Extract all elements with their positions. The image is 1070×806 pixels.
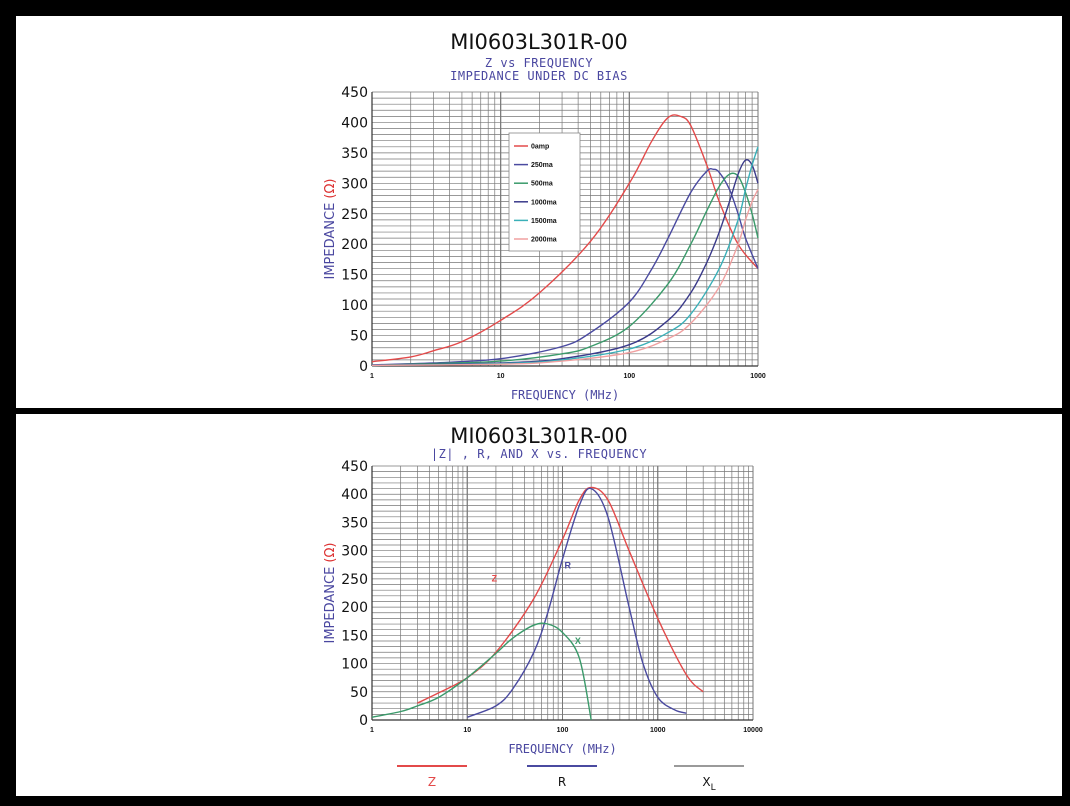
chart-panel-dc-bias: MI0603L301R-00 Z vs FREQUENCY IMPEDANCE … bbox=[14, 14, 1064, 410]
series-line-1000ma bbox=[371, 159, 759, 367]
y-tick-label: 50 bbox=[350, 685, 368, 701]
y-tick-label: 400 bbox=[341, 115, 368, 131]
impedance-dc-bias-chart: 0 50 100 150 200 250 300 350 400 450 1 10 100 1000 FRE… bbox=[323, 85, 766, 402]
y-tick-label: 450 bbox=[341, 459, 368, 475]
y-tick-label: 350 bbox=[341, 146, 368, 162]
x-tick-label: 1000 bbox=[650, 727, 666, 734]
bottom-legend: Z R XL bbox=[397, 765, 744, 793]
y-tick-label: 0 bbox=[359, 713, 368, 729]
chart-title: MI0603L301R-00 bbox=[450, 30, 628, 54]
legend-label-250ma: 250ma bbox=[531, 162, 553, 169]
y-tick-label: 150 bbox=[341, 268, 368, 284]
bottom-legend-label-x: XL bbox=[702, 775, 715, 793]
x-axis-label: FREQUENCY (MHz) bbox=[508, 742, 616, 756]
chart-subtitle: Z vs FREQUENCY bbox=[484, 56, 594, 70]
bottom-legend-label-z: Z bbox=[428, 775, 436, 789]
y-tick-label: 50 bbox=[350, 329, 368, 345]
annotation-z: Z bbox=[492, 574, 498, 584]
x-tick-label: 100 bbox=[623, 373, 635, 380]
x-tick-label: 100 bbox=[557, 727, 569, 734]
y-tick-label: 100 bbox=[341, 657, 368, 673]
chart-title: MI0603L301R-00 bbox=[450, 424, 628, 448]
x-tick-label: 1 bbox=[370, 727, 374, 734]
series-line-r bbox=[467, 487, 687, 718]
series-line-x bbox=[371, 622, 592, 721]
annotation-r: R bbox=[565, 561, 572, 571]
y-axis-label: IMPEDANCE (Ω) bbox=[323, 178, 338, 279]
series-line-0amp bbox=[371, 114, 759, 363]
y-tick-label: 100 bbox=[341, 298, 368, 314]
x-tick-label: 1 bbox=[370, 373, 374, 380]
series-line-250ma bbox=[371, 168, 759, 366]
y-tick-label: 200 bbox=[341, 600, 368, 616]
x-tick-label: 10000 bbox=[743, 727, 763, 734]
y-tick-label: 350 bbox=[341, 515, 368, 531]
chart-subtitle-2: IMPEDANCE UNDER DC BIAS bbox=[450, 69, 628, 83]
impedance-zrx-chart: 0 50 100 150 200 250 300 350 400 450 1 10 100 1000 100… bbox=[323, 459, 763, 793]
x-tick-label: 10 bbox=[497, 373, 505, 380]
legend-label-2000ma: 2000ma bbox=[531, 237, 557, 244]
y-tick-label: 200 bbox=[341, 237, 368, 253]
x-tick-label: 1000 bbox=[750, 373, 766, 380]
y-tick-label: 250 bbox=[341, 572, 368, 588]
y-tick-label: 300 bbox=[341, 544, 368, 560]
y-tick-label: 250 bbox=[341, 207, 368, 223]
series-line-z bbox=[417, 486, 704, 704]
series-line-500ma bbox=[371, 172, 759, 367]
legend-label-1500ma: 1500ma bbox=[531, 218, 557, 225]
legend-label-1000ma: 1000ma bbox=[531, 199, 557, 206]
y-axis-label: IMPEDANCE (Ω) bbox=[323, 542, 338, 643]
legend-label-500ma: 500ma bbox=[531, 181, 553, 188]
series-line-2000ma bbox=[371, 189, 759, 367]
chart-subtitle: |Z| , R, AND X vs. FREQUENCY bbox=[430, 447, 648, 461]
legend-box bbox=[508, 132, 581, 252]
y-tick-label: 450 bbox=[341, 85, 368, 101]
y-tick-label: 150 bbox=[341, 628, 368, 644]
bottom-legend-label-r: R bbox=[558, 775, 566, 789]
x-axis-label: FREQUENCY (MHz) bbox=[511, 388, 619, 402]
legend: 0amp 250ma 500ma 1000ma 1500ma 2000ma bbox=[508, 132, 581, 252]
y-tick-label: 400 bbox=[341, 487, 368, 503]
chart-panel-zrx: MI0603L301R-00 |Z| , R, AND X vs. FREQUE… bbox=[14, 412, 1064, 798]
x-tick-label: 10 bbox=[463, 727, 471, 734]
legend-label-0amp: 0amp bbox=[531, 144, 549, 151]
y-tick-label: 300 bbox=[341, 176, 368, 192]
annotation-x: X bbox=[575, 636, 581, 646]
grid bbox=[371, 465, 754, 721]
y-tick-label: 0 bbox=[359, 359, 368, 375]
